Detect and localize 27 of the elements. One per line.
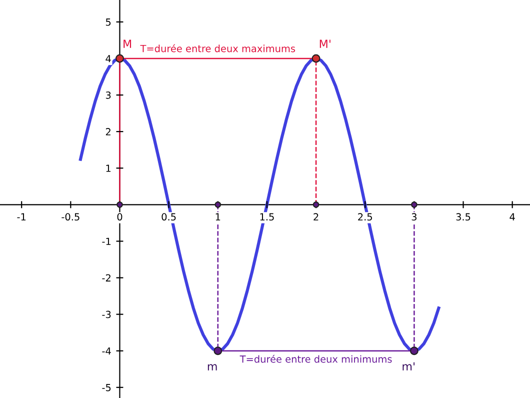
x-tick-label: 1 — [216, 213, 220, 220]
x-tick-label: 1.5 — [260, 213, 274, 221]
y-tick-label: -3 — [102, 310, 111, 318]
annotation: M' — [320, 40, 330, 48]
annotation: m — [208, 364, 217, 370]
y-tick-label: 2 — [106, 128, 110, 136]
annotation: T=durée entre deux maximums — [140, 44, 296, 52]
x-tick-label: 0.5 — [162, 213, 176, 221]
x-tick-label: 0 — [117, 213, 122, 221]
y-tick-label: 4 — [106, 55, 111, 62]
annotation: m' — [402, 362, 415, 370]
x-tick-label: -1 — [17, 213, 26, 220]
x-tick-label: 2 — [314, 213, 318, 220]
y-tick-label: -1 — [102, 238, 111, 245]
y-tick-label: 1 — [106, 164, 111, 172]
x-tick-label: 4 — [510, 213, 515, 220]
y-tick-label: -4 — [102, 347, 111, 355]
x-tick-label: 3 — [412, 213, 416, 221]
y-tick-label: 3 — [106, 92, 111, 99]
x-tick-label: 2.5 — [358, 213, 372, 221]
x-tick-label: 3.5 — [456, 213, 470, 221]
annotation: M — [124, 40, 132, 48]
y-tick-label: -2 — [102, 274, 110, 282]
y-tick-label: 5 — [106, 18, 111, 26]
x-tick-label: -0.5 — [62, 213, 80, 221]
y-tick-label: -5 — [102, 384, 111, 392]
annotation: T=durée entre deux minimums — [240, 354, 392, 363]
